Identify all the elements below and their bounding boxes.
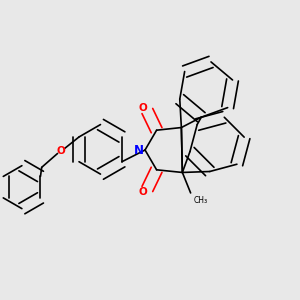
Text: N: N — [134, 143, 144, 157]
Text: O: O — [139, 103, 147, 113]
Text: O: O — [56, 146, 65, 156]
Text: O: O — [139, 187, 147, 196]
Text: CH₃: CH₃ — [193, 196, 207, 205]
